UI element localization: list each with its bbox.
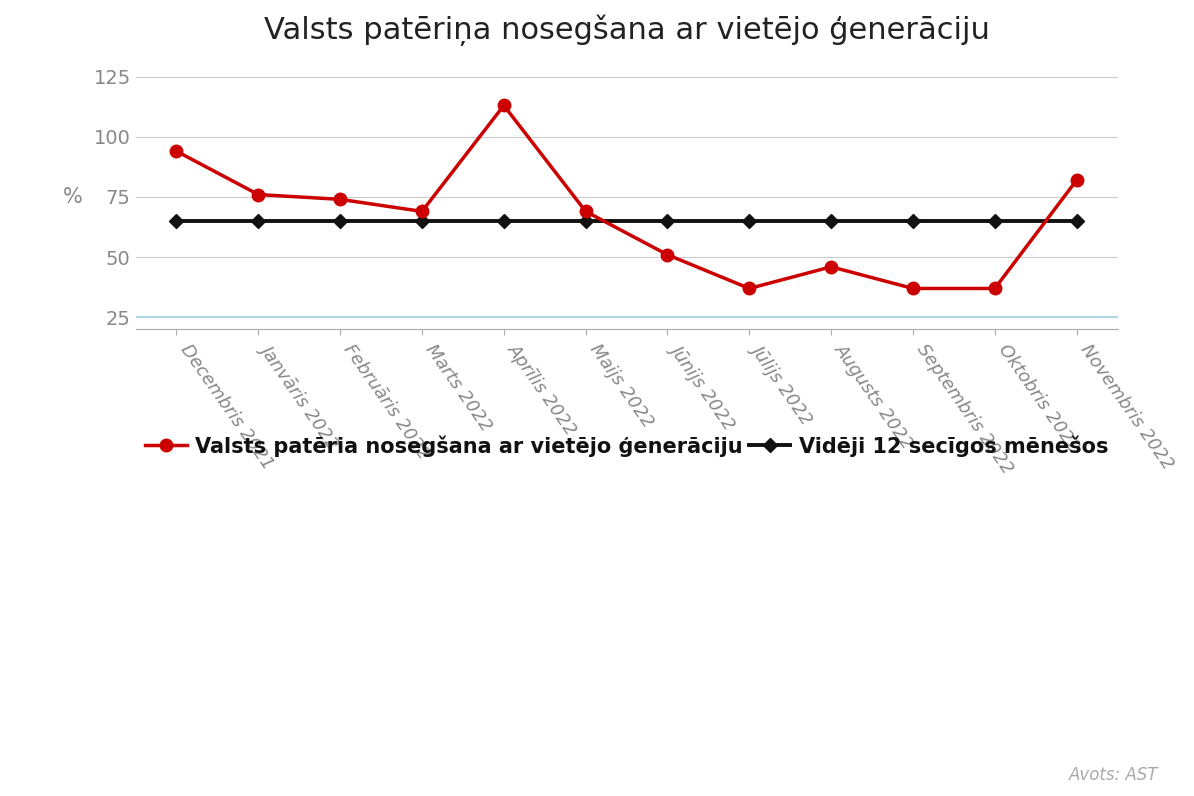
- Valsts patēria nosegšana ar vietējo ģenerāciju: [497, 100, 511, 110]
- Title: Valsts patēriņa nosegšana ar vietējo ģenerāciju: Valsts patēriņa nosegšana ar vietējo ģen…: [264, 15, 990, 46]
- Vidēji 12 secīgos mēnešos: [414, 217, 429, 226]
- Vidēji 12 secīgos mēnešos: [824, 217, 838, 226]
- Vidēji 12 secīgos mēnešos: [578, 217, 592, 226]
- Vidēji 12 secīgos mēnešos: [170, 217, 184, 226]
- Line: Valsts patēria nosegšana ar vietējo ģenerāciju: Valsts patēria nosegšana ar vietējo ģene…: [171, 100, 1083, 295]
- Valsts patēria nosegšana ar vietējo ģenerāciju: [824, 262, 838, 271]
- Vidēji 12 secīgos mēnešos: [1070, 217, 1084, 226]
- Vidēji 12 secīgos mēnešos: [987, 217, 1002, 226]
- Valsts patēria nosegšana ar vietējo ģenerāciju: [743, 283, 757, 293]
- Valsts patēria nosegšana ar vietējo ģenerāciju: [170, 146, 184, 156]
- Line: Vidēji 12 secīgos mēnešos: Vidēji 12 secīgos mēnešos: [172, 217, 1082, 226]
- Text: Avots: AST: Avots: AST: [1069, 766, 1158, 784]
- Vidēji 12 secīgos mēnešos: [497, 217, 511, 226]
- Vidēji 12 secīgos mēnešos: [251, 217, 265, 226]
- Valsts patēria nosegšana ar vietējo ģenerāciju: [333, 194, 347, 204]
- Valsts patēria nosegšana ar vietējo ģenerāciju: [414, 207, 429, 217]
- Vidēji 12 secīgos mēnešos: [906, 217, 921, 226]
- Legend: Valsts patēria nosegšana ar vietējo ģenerāciju, Vidēji 12 secīgos mēnešos: Valsts patēria nosegšana ar vietējo ģene…: [144, 435, 1108, 457]
- Vidēji 12 secīgos mēnešos: [743, 217, 757, 226]
- Valsts patēria nosegšana ar vietējo ģenerāciju: [251, 189, 265, 199]
- Y-axis label: %: %: [63, 187, 82, 207]
- Valsts patēria nosegšana ar vietējo ģenerāciju: [987, 283, 1002, 293]
- Vidēji 12 secīgos mēnešos: [333, 217, 347, 226]
- Valsts patēria nosegšana ar vietējo ģenerāciju: [578, 207, 592, 217]
- Valsts patēria nosegšana ar vietējo ģenerāciju: [660, 250, 675, 259]
- Valsts patēria nosegšana ar vietējo ģenerāciju: [906, 283, 921, 293]
- Valsts patēria nosegšana ar vietējo ģenerāciju: [1070, 175, 1084, 185]
- Vidēji 12 secīgos mēnešos: [660, 217, 675, 226]
